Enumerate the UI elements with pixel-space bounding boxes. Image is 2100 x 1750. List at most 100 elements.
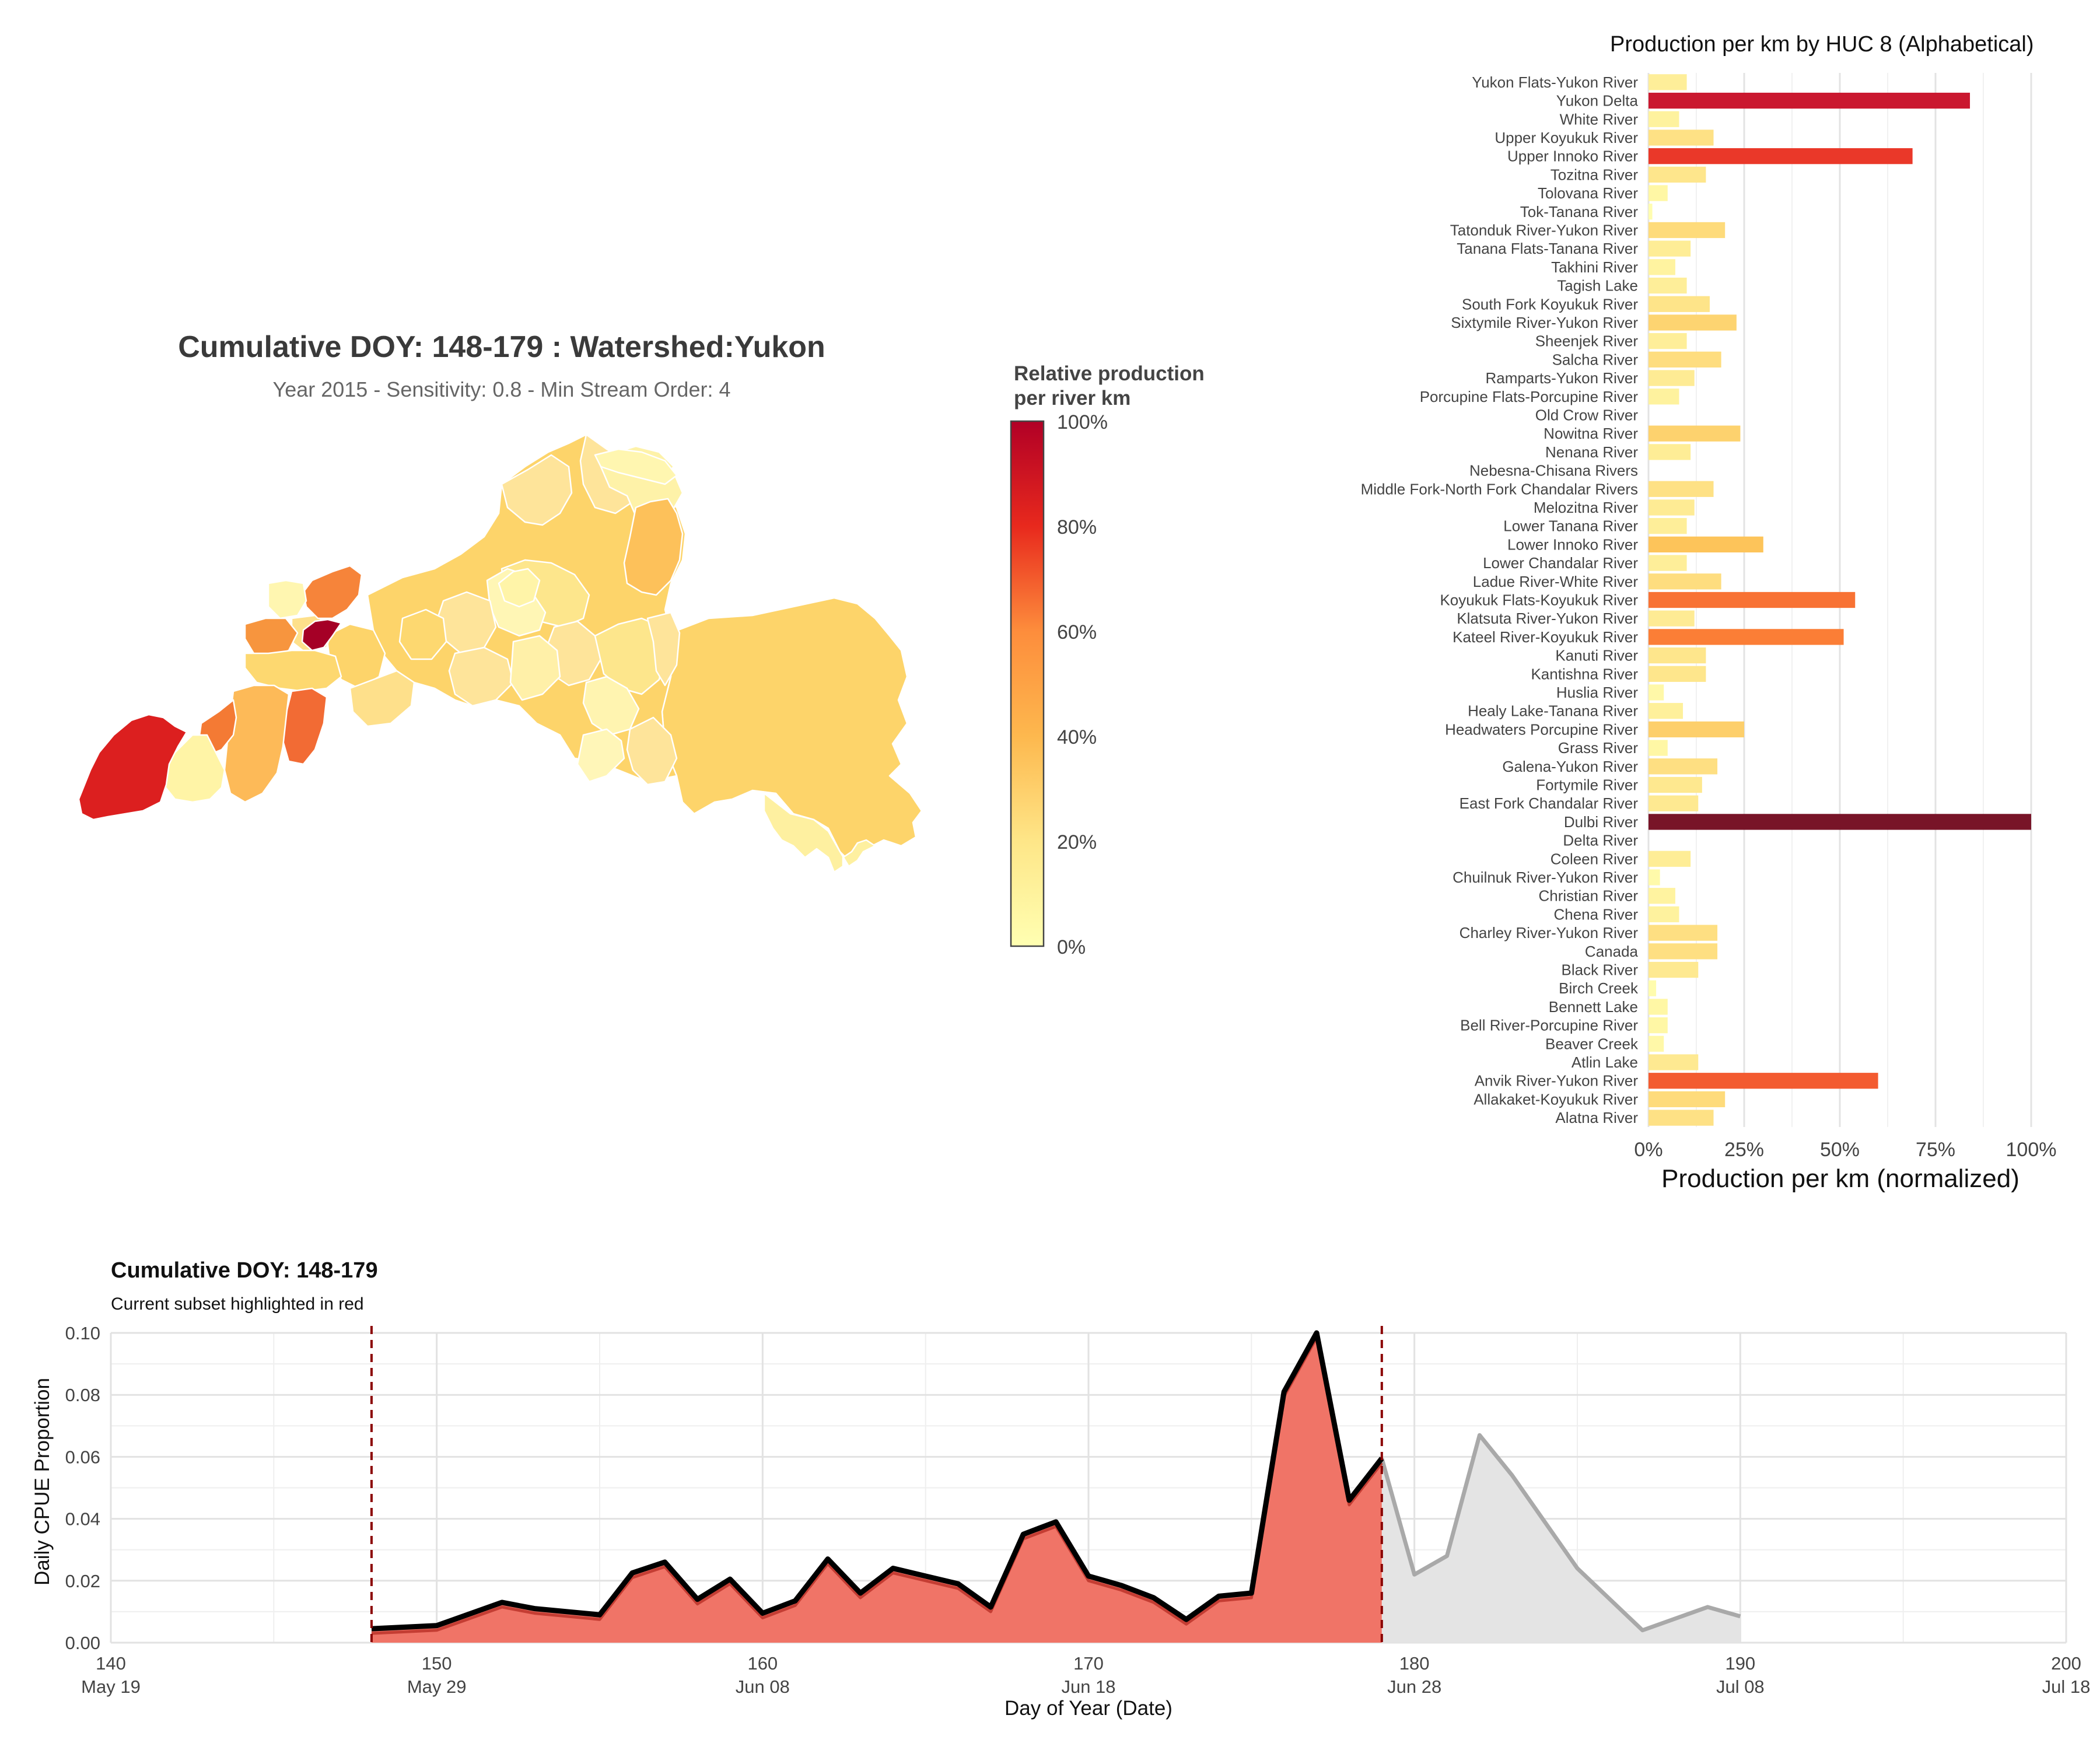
bar-category-label: Sixtymile River-Yukon River bbox=[1451, 314, 1638, 331]
bar-x-tick-label: 25% bbox=[1724, 1139, 1764, 1161]
bar-category-label: Tatonduk River-Yukon River bbox=[1450, 221, 1639, 239]
bar-category-label: Chuilnuk River-Yukon River bbox=[1452, 869, 1638, 886]
bar-category-label: Nebesna-Chisana Rivers bbox=[1469, 462, 1638, 480]
bar-category-label: Tolovana River bbox=[1538, 184, 1638, 202]
bar-category-label: Yukon Delta bbox=[1556, 92, 1639, 110]
bar bbox=[1648, 888, 1675, 904]
bar bbox=[1648, 980, 1657, 996]
legend-title-line2: per river km bbox=[1014, 387, 1130, 410]
watershed-region bbox=[763, 792, 876, 873]
bar-category-label: Beaver Creek bbox=[1545, 1035, 1639, 1052]
watershed-region bbox=[498, 568, 541, 608]
bar bbox=[1648, 314, 1737, 331]
bar bbox=[1648, 684, 1664, 701]
bar bbox=[1648, 148, 1913, 164]
area-x-tick-label: 190 bbox=[1725, 1653, 1755, 1674]
bar bbox=[1648, 721, 1744, 738]
watershed-region bbox=[244, 649, 342, 692]
bar bbox=[1648, 703, 1684, 719]
bar bbox=[1648, 1073, 1878, 1089]
area-x-tick-label: 140 bbox=[96, 1653, 126, 1674]
bar-category-label: Salcha River bbox=[1552, 351, 1639, 368]
area-x-tick-label: 180 bbox=[1399, 1653, 1430, 1674]
legend-tick-label: 60% bbox=[1057, 621, 1097, 643]
bar bbox=[1648, 92, 1971, 109]
watershed-region bbox=[594, 448, 678, 485]
bar-category-label: Ramparts-Yukon River bbox=[1485, 369, 1638, 387]
area-x-tick-label: 170 bbox=[1073, 1653, 1104, 1674]
map-panel: Cumulative DOY: 148-179 : Watershed:Yuko… bbox=[78, 330, 1205, 958]
bar-x-tick-label: 100% bbox=[2006, 1139, 2057, 1161]
bar-category-label: Chena River bbox=[1553, 905, 1638, 923]
map-title: Cumulative DOY: 148-179 : Watershed:Yuko… bbox=[178, 330, 825, 364]
watershed-region bbox=[501, 454, 573, 526]
bar bbox=[1648, 629, 1844, 645]
legend-color-bar bbox=[1010, 420, 1045, 947]
bar bbox=[1648, 666, 1706, 682]
bar-category-label: Bell River-Porcupine River bbox=[1460, 1017, 1638, 1034]
area-x-tick-date: Jul 18 bbox=[2042, 1676, 2091, 1697]
area-chart-subtitle: Current subset highlighted in red bbox=[111, 1294, 364, 1314]
watershed-region bbox=[78, 713, 188, 821]
bar bbox=[1648, 333, 1687, 349]
bar bbox=[1648, 74, 1687, 90]
bar-chart-x-ticks: 0% 25% 50% 75% 100% bbox=[1634, 1139, 2056, 1161]
area-x-tick-date: Jun 28 bbox=[1387, 1676, 1441, 1697]
watershed-region bbox=[398, 608, 447, 660]
bar-category-label: Kanuti River bbox=[1555, 647, 1638, 664]
bar-category-label: Sheenjek River bbox=[1535, 332, 1639, 350]
map-subtitle: Year 2015 - Sensitivity: 0.8 - Min Strea… bbox=[272, 377, 730, 401]
area-y-tick-label: 0.00 bbox=[65, 1633, 100, 1653]
line-outside-subset bbox=[1380, 1433, 1741, 1633]
area-x-tick-label: 160 bbox=[747, 1653, 778, 1674]
watershed-region bbox=[661, 597, 923, 864]
bar bbox=[1648, 222, 1726, 239]
bar-category-label: Upper Koyukuk River bbox=[1494, 129, 1638, 146]
bar-category-label: Tok-Tanana River bbox=[1520, 203, 1639, 220]
bar bbox=[1648, 130, 1714, 146]
bar bbox=[1648, 999, 1668, 1015]
bar bbox=[1648, 536, 1763, 553]
bar bbox=[1648, 185, 1668, 201]
legend-tick-label: 0% bbox=[1057, 936, 1086, 958]
bar bbox=[1648, 573, 1721, 590]
area-x-tick-date: May 19 bbox=[81, 1676, 141, 1697]
legend-ticks: 100% 80% 60% 40% 20% 0% bbox=[1057, 411, 1108, 958]
bar-category-label: Tozitna River bbox=[1550, 166, 1639, 183]
bar bbox=[1648, 869, 1660, 886]
bar-category-label: Huslia River bbox=[1556, 684, 1638, 701]
bar-category-label: Grass River bbox=[1558, 739, 1639, 757]
bar-chart-x-axis-title: Production per km (normalized) bbox=[1661, 1164, 2020, 1193]
bar-category-label: Koyukuk Flats-Koyukuk River bbox=[1440, 592, 1638, 609]
bar-category-label: Birch Creek bbox=[1559, 979, 1639, 997]
area-y-tick-label: 0.06 bbox=[65, 1447, 100, 1467]
bar-category-label: Galena-Yukon River bbox=[1502, 758, 1638, 775]
area-x-tick-label: 150 bbox=[422, 1653, 452, 1674]
bar-category-label: Upper Innoko River bbox=[1507, 148, 1638, 165]
legend-tick-label: 100% bbox=[1057, 411, 1108, 433]
area-x-tick-date: May 29 bbox=[407, 1676, 467, 1697]
bar bbox=[1648, 277, 1687, 294]
bar-x-tick-label: 0% bbox=[1634, 1139, 1662, 1161]
bar-category-label: Nowitna River bbox=[1544, 425, 1638, 442]
bar-category-label: Bennett Lake bbox=[1549, 998, 1638, 1016]
legend-tick-label: 20% bbox=[1057, 831, 1097, 853]
bar bbox=[1648, 795, 1699, 811]
bar bbox=[1648, 259, 1675, 275]
bar bbox=[1648, 204, 1653, 220]
area-chart-y-axis-title: Daily CPUE Proportion bbox=[31, 1378, 54, 1586]
bar bbox=[1648, 296, 1710, 312]
watershed-region bbox=[448, 646, 514, 707]
map-legend: Relative production per river km 100% 80%… bbox=[1010, 362, 1205, 958]
bar-category-label: Nenana River bbox=[1545, 443, 1638, 461]
area-chart-title: Cumulative DOY: 148-179 bbox=[111, 1258, 378, 1283]
area-chart-lines bbox=[370, 1326, 1741, 1643]
bar bbox=[1648, 1110, 1714, 1126]
bar-category-label: Lower Innoko River bbox=[1507, 536, 1638, 553]
watershed-region bbox=[576, 728, 625, 783]
bar-category-label: Klatsuta River-Yukon River bbox=[1457, 610, 1638, 627]
bar bbox=[1648, 1017, 1668, 1034]
watershed-region bbox=[223, 684, 290, 803]
